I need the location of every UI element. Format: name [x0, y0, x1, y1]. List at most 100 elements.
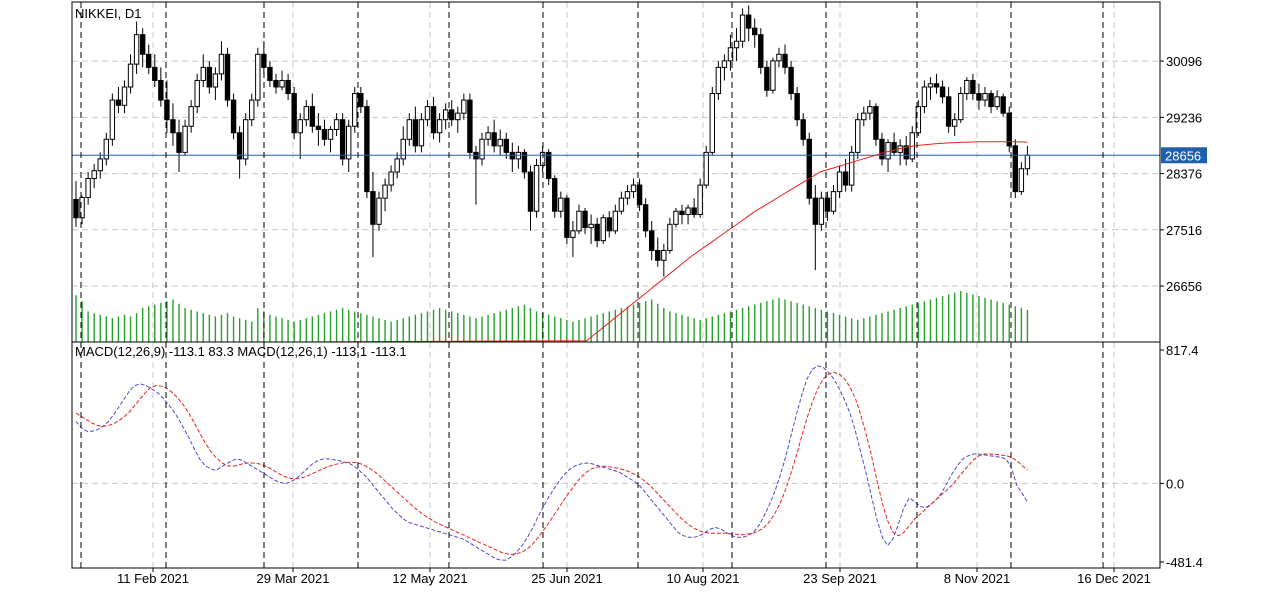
candle-body-up [982, 93, 988, 101]
candle-body-up [333, 119, 340, 130]
candle-body-up [624, 191, 631, 199]
macd-layer [75, 365, 1028, 561]
candle-body-down [903, 145, 909, 160]
candle-body-down [752, 27, 758, 36]
candle-body-down [788, 66, 794, 95]
candle-body-down [564, 197, 570, 238]
candle-body-down [158, 79, 164, 101]
candle-body-up [279, 79, 285, 88]
candle-body-up [673, 210, 679, 225]
candle-body-down [655, 249, 661, 261]
candle-body-up [85, 178, 91, 199]
candle-body-down [146, 53, 152, 68]
candle-body-down [939, 86, 946, 98]
candle-body-down [812, 197, 819, 225]
candle-body-down [315, 125, 322, 130]
macd-line [75, 365, 1028, 561]
candle-body-down [945, 96, 952, 127]
candle-body-up [212, 73, 219, 88]
candle-body-up [776, 53, 782, 62]
candle-body-up [830, 191, 837, 212]
candle-body-up [194, 79, 200, 108]
candle-body-up [303, 106, 309, 121]
candle-body-down [321, 129, 328, 140]
candle-body-down [370, 191, 376, 225]
price-tick-label: 28376 [1166, 167, 1202, 182]
candle-body-up [249, 99, 255, 121]
candle-body-down [976, 93, 982, 101]
candle-body-up [861, 112, 867, 121]
candle-body-down [745, 14, 752, 29]
candle-body-down [449, 109, 455, 121]
candle-body-down [285, 79, 291, 95]
candle-body-up [436, 119, 443, 134]
candle-body-up [382, 184, 388, 199]
candle-body-up [958, 93, 964, 121]
candle-body-up [630, 184, 637, 193]
candle-body-up [618, 197, 625, 212]
candle-body-up [612, 210, 619, 232]
candle-body-up [346, 125, 352, 160]
candle-body-up [715, 66, 722, 95]
frame-layer [71, 1, 1161, 569]
candle-body-down [891, 142, 897, 153]
candle-body-down [309, 106, 316, 127]
candle-body-down [636, 184, 643, 206]
macd-tick-label: 817.4 [1166, 343, 1199, 358]
candle-body-up [127, 63, 134, 88]
candle-body-up [600, 217, 606, 242]
candle-body-up [721, 60, 728, 68]
candle-body-up [91, 170, 97, 180]
candle-body-up [121, 86, 128, 106]
candle-body-up [255, 53, 261, 101]
candle-body-up [727, 47, 734, 62]
candle-body-down [358, 93, 364, 108]
candle-body-down [527, 171, 534, 212]
candle-body-up [588, 223, 594, 229]
candle-body-down [988, 93, 994, 108]
candle-body-down [430, 106, 437, 134]
candle-body-up [667, 223, 673, 251]
candle-body-up [994, 96, 1000, 108]
date-tick-label: 12 May 2021 [392, 571, 467, 586]
candle-body-down [545, 151, 552, 180]
macd-tick-label: -481.4 [1166, 555, 1203, 570]
price-tick-label: 29236 [1166, 110, 1202, 125]
price-tick-label: 26656 [1166, 279, 1202, 294]
candle-body-down [139, 34, 146, 55]
current-price-label: 28656 [1165, 148, 1201, 163]
candle-body-down [206, 66, 213, 88]
date-tick-label: 23 Sep 2021 [803, 571, 877, 586]
date-tick-label: 8 Nov 2021 [944, 571, 1011, 586]
candle-body-up [218, 53, 225, 75]
moving-average-layer [299, 141, 1028, 343]
candle-body-up [836, 171, 843, 193]
price-tick-label: 27516 [1166, 223, 1202, 238]
candle-body-up [133, 34, 140, 65]
candle-body-up [400, 138, 406, 160]
candle-body-up [733, 40, 740, 49]
candle-body-down [412, 119, 419, 147]
price-tick-label: 30096 [1166, 54, 1202, 69]
candle-body-down [691, 207, 697, 215]
candle-body-down [230, 99, 237, 134]
candle-body-down [800, 119, 806, 140]
candle-body-down [649, 230, 655, 251]
candle-body-up [242, 119, 249, 160]
candle-body-down [364, 106, 370, 193]
candle-body-down [73, 198, 79, 219]
candle-body-up [867, 106, 873, 114]
candle-body-up [952, 119, 958, 127]
chart-frame [71, 1, 1161, 569]
candle-body-up [103, 138, 109, 160]
candle-body-down [582, 210, 588, 229]
candle-body-up [739, 14, 746, 42]
candle-body-up [461, 99, 467, 114]
candle-body-up [1018, 168, 1025, 193]
candle-body-down [879, 138, 885, 160]
candle-body-down [1000, 96, 1006, 114]
candle-layer [73, 5, 1031, 277]
candle-body-up [188, 106, 194, 127]
